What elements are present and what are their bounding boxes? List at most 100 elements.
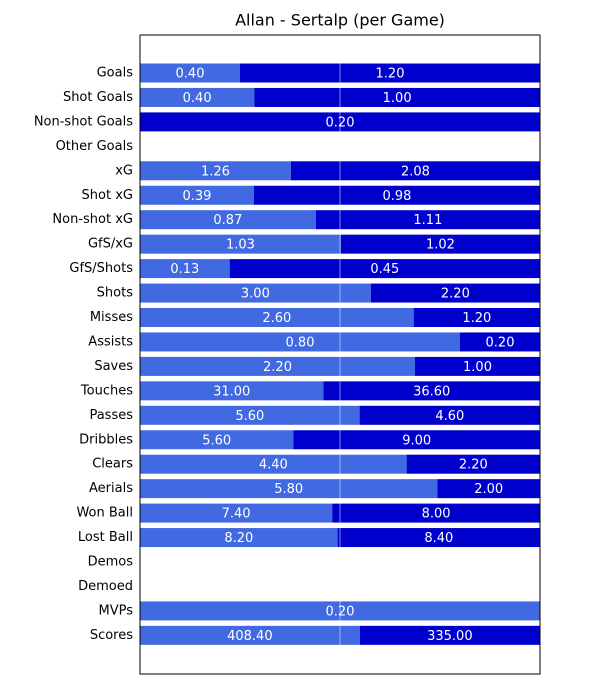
value-label: 1.00 xyxy=(463,360,492,375)
value-label: 2.20 xyxy=(459,458,488,473)
bar-segment xyxy=(140,259,230,279)
value-label: 9.00 xyxy=(402,433,431,448)
value-label: 3.00 xyxy=(241,287,270,302)
bar-segment xyxy=(370,283,540,303)
category-label: Non-shot Goals xyxy=(34,114,133,129)
bar-segment xyxy=(323,381,540,401)
value-label: 8.20 xyxy=(224,531,253,546)
value-label: 4.40 xyxy=(259,458,288,473)
bar-segment xyxy=(293,430,540,450)
value-label: 0.87 xyxy=(213,213,242,228)
value-label: 1.11 xyxy=(413,213,442,228)
category-label: Aerials xyxy=(89,481,133,496)
bar-segment xyxy=(337,528,540,548)
category-label: Dribbles xyxy=(79,432,133,447)
bar-segment xyxy=(315,210,540,230)
bar-segment xyxy=(290,161,540,181)
category-label: Saves xyxy=(94,359,133,374)
category-label: xG xyxy=(115,163,133,178)
value-label: 5.60 xyxy=(202,433,231,448)
value-label: 31.00 xyxy=(213,384,250,399)
bar-segment xyxy=(140,405,360,425)
bar-segment xyxy=(140,63,240,83)
bar-segment xyxy=(415,356,540,376)
category-label: Clears xyxy=(92,457,133,472)
category-label: Won Ball xyxy=(76,506,133,521)
value-label: 2.20 xyxy=(441,287,470,302)
bar-segment xyxy=(406,454,540,474)
value-label: 1.03 xyxy=(226,238,255,253)
bar-segment xyxy=(359,405,540,425)
bar-segment xyxy=(140,234,341,254)
value-label: 8.40 xyxy=(424,531,453,546)
category-label: Demos xyxy=(88,555,134,570)
value-label: 1.20 xyxy=(462,311,491,326)
category-label: Shots xyxy=(97,286,134,301)
category-label: Assists xyxy=(88,334,133,349)
chart-title: Allan - Sertalp (per Game) xyxy=(235,11,445,30)
value-label: 0.13 xyxy=(170,262,199,277)
bar-segment xyxy=(140,332,460,352)
bar-segment xyxy=(254,87,541,107)
value-label: 5.60 xyxy=(235,409,264,424)
category-label: Shot xG xyxy=(82,188,133,203)
value-label: 36.60 xyxy=(413,384,450,399)
category-label: Non-shot xG xyxy=(52,212,133,227)
value-label: 0.40 xyxy=(183,91,212,106)
value-label: 0.45 xyxy=(370,262,399,277)
bar-segment xyxy=(229,259,541,279)
bar-segment xyxy=(140,308,414,327)
category-label: Demoed xyxy=(78,579,133,594)
bar-segment xyxy=(140,210,316,230)
category-label: Goals xyxy=(97,66,134,81)
bar-segment xyxy=(140,503,333,523)
value-label: 5.80 xyxy=(274,482,303,497)
value-label: 0.40 xyxy=(176,67,205,82)
category-label: Shot Goals xyxy=(63,90,133,105)
bar-segment xyxy=(140,479,438,499)
value-label: 2.60 xyxy=(262,311,291,326)
value-label: 0.39 xyxy=(182,189,211,204)
bar-segment xyxy=(140,625,360,645)
bar-segment xyxy=(359,625,540,645)
bar-segment xyxy=(140,356,415,376)
bar-segment xyxy=(253,185,541,205)
bar-segment xyxy=(140,283,371,303)
value-label: 2.08 xyxy=(401,164,430,179)
value-label: 2.00 xyxy=(474,482,503,497)
value-label: 1.02 xyxy=(426,238,455,253)
bar-segment xyxy=(140,528,338,548)
category-label: Passes xyxy=(89,408,133,423)
value-label: 335.00 xyxy=(427,629,473,644)
category-label: Touches xyxy=(80,383,133,398)
value-label: 1.20 xyxy=(376,67,405,82)
value-label: 0.98 xyxy=(382,189,411,204)
value-label: 0.20 xyxy=(486,335,515,350)
value-label: 8.00 xyxy=(422,507,451,522)
bar-segment xyxy=(140,430,294,450)
bar-segment xyxy=(413,308,540,327)
bar-segment xyxy=(437,479,540,499)
bar-segment xyxy=(460,332,540,352)
value-label: 7.40 xyxy=(222,507,251,522)
value-label: 1.00 xyxy=(383,91,412,106)
category-label: GfS/xG xyxy=(88,237,133,252)
value-label: 4.60 xyxy=(435,409,464,424)
bar-segment xyxy=(140,381,324,401)
bar-segment xyxy=(140,161,291,181)
bar-segment xyxy=(140,185,254,205)
value-label: 408.40 xyxy=(227,629,273,644)
category-label: Misses xyxy=(90,310,133,325)
category-label: Lost Ball xyxy=(78,530,133,545)
category-label: GfS/Shots xyxy=(69,261,133,276)
bar-segment xyxy=(140,87,255,107)
bar-segment xyxy=(240,63,540,83)
value-label: 1.26 xyxy=(201,164,230,179)
category-label: Scores xyxy=(90,628,133,643)
bar-segment xyxy=(340,234,540,254)
category-label: MVPs xyxy=(99,603,134,618)
category-label: Other Goals xyxy=(56,139,134,154)
plot-frame xyxy=(139,34,541,675)
value-label: 0.80 xyxy=(286,335,315,350)
